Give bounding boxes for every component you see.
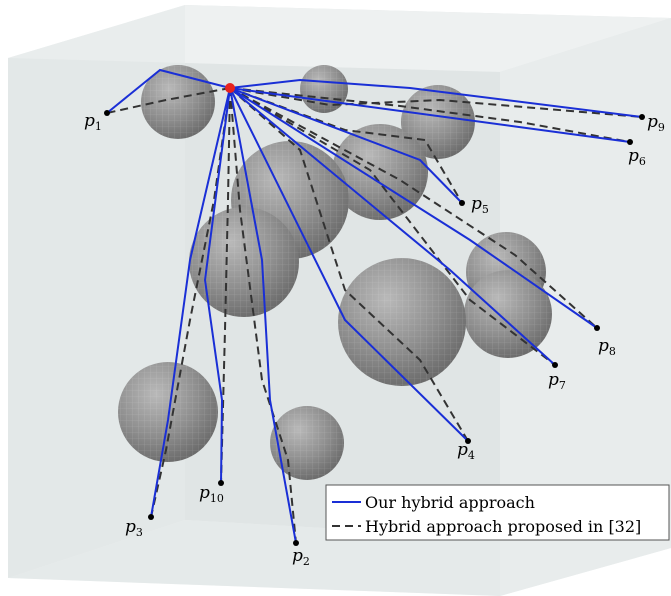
obstacle-sphere (464, 270, 552, 358)
goal-marker (148, 514, 154, 520)
goal-label-p1: p1 (84, 111, 102, 133)
baseline-path-p1 (106, 87, 231, 114)
ours-path-p3 (150, 87, 231, 518)
obstacle-sphere (270, 406, 344, 480)
legend-label-baseline: Hybrid approach proposed in [32] (365, 517, 641, 536)
goal-marker (218, 480, 224, 486)
goal-label-p7: p7 (548, 370, 566, 392)
ours-path-p5 (229, 87, 463, 204)
baseline-path-p5 (229, 87, 463, 204)
baseline-path-p3 (150, 87, 231, 518)
obstacle-sphere (338, 258, 466, 386)
goal-label-p6: p6 (628, 146, 646, 168)
goal-marker (552, 362, 558, 368)
ours-path-p1 (106, 68, 231, 114)
obstacle-sphere (300, 65, 348, 113)
goal-label-p4: p4 (457, 440, 475, 462)
goal-label-p2: p2 (292, 546, 310, 568)
legend-box (325, 484, 670, 541)
obstacle-spheres (118, 65, 552, 480)
goal-marker (465, 438, 471, 444)
goal-label-p3: p3 (125, 517, 143, 539)
goal-label-p5: p5 (471, 194, 489, 216)
baseline-path-p6 (229, 87, 631, 143)
obstacle-sphere (141, 65, 215, 139)
baseline-paths (106, 87, 643, 544)
goal-marker (459, 200, 465, 206)
obstacle-sphere (401, 85, 475, 159)
goal-marker (594, 325, 600, 331)
goal-points: p1 p2 p3 p4 p5 p6 p7 p8 p9 p10 (84, 110, 665, 568)
baseline-path-p2 (229, 87, 297, 544)
ours-path-p9 (229, 78, 643, 118)
obstacle-sphere (332, 124, 428, 220)
baseline-path-p8 (229, 87, 598, 329)
obstacle-sphere (189, 207, 299, 317)
baseline-path-p10 (220, 87, 231, 484)
legend: Our hybrid approach Hybrid approach prop… (325, 484, 670, 541)
start-point-marker (225, 83, 235, 93)
baseline-path-p9 (229, 87, 643, 118)
goal-marker (639, 114, 645, 120)
goal-label-p9: p9 (647, 112, 665, 134)
box-right-face (500, 18, 671, 596)
ours-path-p8 (229, 87, 598, 329)
ours-path-p7 (229, 87, 556, 366)
ours-path-p10 (203, 87, 231, 484)
ours-paths (106, 68, 643, 544)
baseline-path-p7 (229, 87, 556, 366)
goal-marker (104, 110, 110, 116)
goal-marker (627, 139, 633, 145)
goal-marker (293, 540, 299, 546)
legend-label-ours: Our hybrid approach (365, 493, 535, 512)
ours-path-p4 (229, 87, 469, 442)
ours-path-p6 (229, 87, 631, 143)
goal-label-p10: p10 (199, 483, 224, 505)
baseline-path-p4 (229, 87, 469, 442)
ours-path-p2 (229, 87, 297, 544)
obstacle-sphere (118, 362, 218, 462)
goal-label-p8: p8 (598, 336, 616, 358)
